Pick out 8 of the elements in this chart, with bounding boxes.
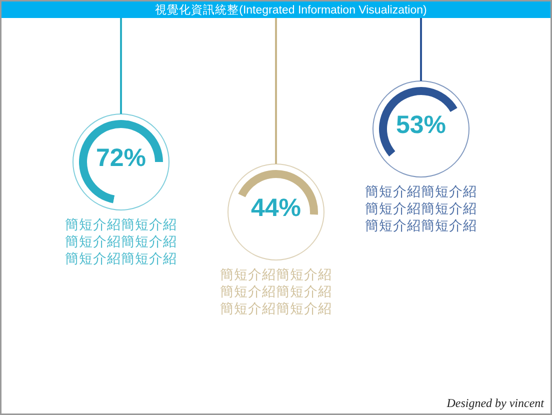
text: 簡短介紹簡短介紹簡短介紹簡短介紹簡短介紹簡短介紹 — [219, 266, 333, 317]
data-label: 53% — [396, 111, 446, 139]
text: 簡短介紹簡短介紹簡短介紹簡短介紹簡短介紹簡短介紹 — [364, 183, 478, 234]
text: 簡短介紹簡短介紹簡短介紹簡短介紹簡短介紹簡短介紹 — [64, 216, 178, 267]
text: Designed by vincent — [446, 396, 545, 410]
data-label: 72% — [96, 144, 146, 172]
text: 視覺化資訊統整(Integrated Information Visualization) — [155, 4, 428, 16]
data-label: 44% — [250, 194, 302, 222]
